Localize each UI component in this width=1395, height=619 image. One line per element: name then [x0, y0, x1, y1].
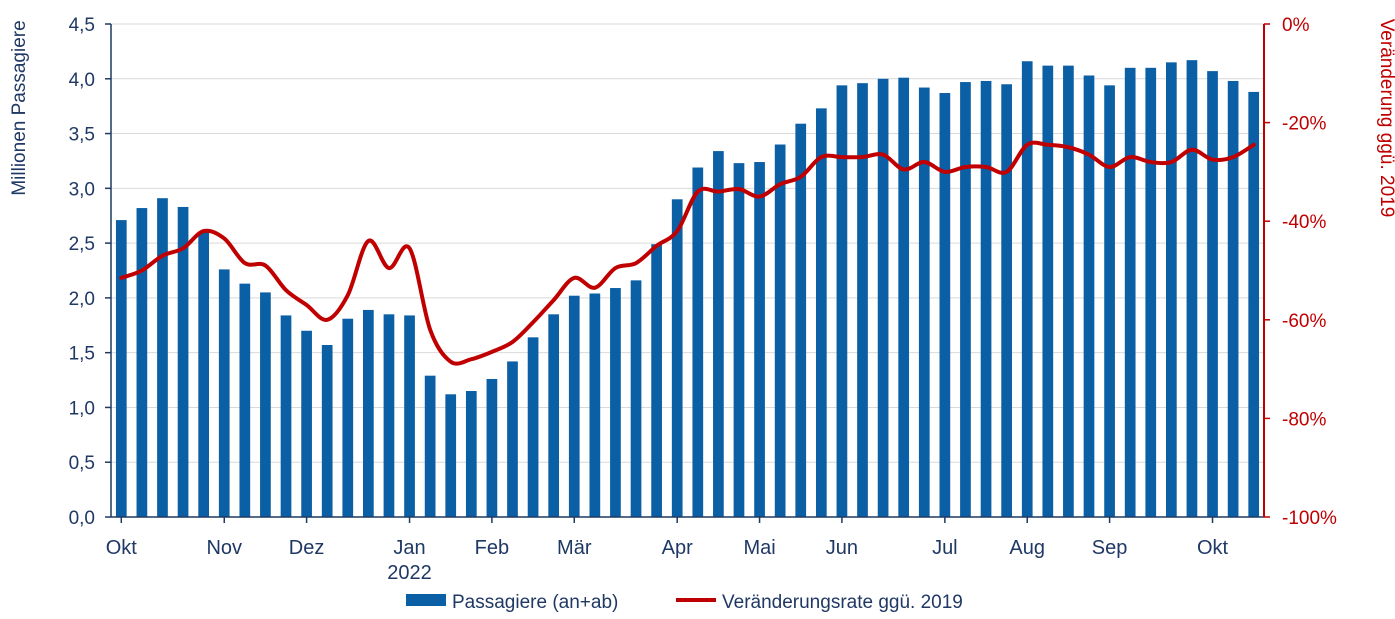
legend-bar-label: Passagiere (an+ab) [452, 592, 618, 613]
bar [507, 361, 518, 517]
x-month-label: Sep [1092, 537, 1128, 559]
bar [527, 337, 539, 517]
bar [115, 220, 127, 518]
bar [918, 87, 930, 517]
x-month-label: Jul [932, 537, 958, 559]
right-tick-label: 0% [1282, 15, 1310, 36]
bar [692, 167, 704, 518]
x-month-label: Feb [475, 537, 509, 559]
bar [280, 315, 292, 517]
bar-series [115, 60, 1260, 518]
left-axis-label: Millionen Passagiere [9, 20, 30, 195]
bar [1124, 67, 1136, 518]
bar [321, 344, 333, 517]
bar [815, 108, 827, 517]
bar [1063, 65, 1074, 518]
bar [857, 83, 868, 517]
change-rate-line [119, 140, 1256, 366]
left-tick-label: 3,5 [69, 125, 95, 146]
right-tick-label: -80% [1282, 409, 1326, 430]
x-year-label: 2022 [387, 562, 432, 584]
bar [568, 295, 580, 517]
legend: Passagiere (an+ab) Veränderungsrate ggü.… [406, 592, 963, 613]
left-tick-label: 4,0 [69, 70, 95, 91]
bar [301, 330, 312, 517]
left-tick-label: 1,5 [69, 344, 95, 365]
bar [157, 198, 168, 517]
bar [795, 123, 807, 517]
right-tick-label: -20% [1282, 114, 1326, 135]
x-month-label: Mai [743, 537, 775, 559]
x-axis-ticks: Okt Nov Dez Jan 2022 Feb Mär Apr Mai Jun Jul Aug Sep… [106, 517, 1229, 584]
left-tick-label: 1,0 [69, 398, 95, 419]
bar [630, 280, 642, 517]
bar [610, 288, 621, 517]
bar [1227, 80, 1239, 518]
bar [1186, 60, 1198, 518]
bar [939, 93, 951, 518]
bar [713, 151, 724, 517]
bar [239, 283, 251, 517]
bar [1207, 71, 1218, 517]
bar [1248, 91, 1260, 518]
left-tick-label: 3,0 [69, 179, 95, 200]
left-tick-label: 2,5 [69, 234, 95, 255]
bar [898, 77, 910, 517]
bar [1083, 75, 1095, 517]
x-month-label: Jan [393, 537, 425, 559]
left-tick-label: 4,5 [69, 15, 95, 36]
x-month-label: Aug [1009, 537, 1045, 559]
bar [960, 82, 971, 517]
bar [260, 292, 271, 517]
bar [218, 269, 230, 517]
bar [342, 318, 354, 517]
right-tick-label: -40% [1282, 212, 1326, 233]
x-month-label: Okt [106, 537, 138, 559]
x-month-label: Jun [826, 537, 858, 559]
left-tick-label: 2,0 [69, 289, 95, 310]
bar [877, 78, 889, 518]
x-month-label: Mär [557, 537, 592, 559]
x-month-label: Okt [1197, 537, 1229, 559]
left-axis-ticks: 0,0 0,5 1,0 1,5 2,0 2,5 3,0 3,5 4,0 4,5 [69, 15, 111, 529]
bar [836, 85, 848, 518]
right-tick-label: -60% [1282, 311, 1326, 332]
bar [404, 315, 415, 517]
x-month-label: Nov [206, 537, 242, 559]
bar [980, 80, 992, 518]
right-tick-label: -100% [1282, 508, 1337, 529]
right-axis-label: Veränderung ggü. 2019 [1376, 19, 1395, 218]
bar [363, 309, 374, 517]
axes [110, 24, 1265, 518]
bar [1145, 67, 1157, 518]
bar [486, 378, 498, 517]
left-tick-label: 0,5 [69, 453, 95, 474]
x-month-label: Apr [662, 537, 693, 559]
bar [1165, 62, 1177, 517]
bar [671, 199, 683, 518]
bar [774, 144, 786, 517]
bar [589, 293, 601, 517]
bar [1001, 84, 1012, 517]
bar [383, 314, 395, 517]
x-month-label: Dez [289, 537, 325, 559]
bar [465, 391, 477, 517]
bar [136, 208, 148, 517]
bar [733, 163, 745, 517]
bar [424, 375, 436, 517]
legend-line-label: Veränderungsrate ggü. 2019 [722, 592, 963, 613]
bar [198, 232, 210, 517]
bar [754, 162, 765, 518]
bar [1042, 65, 1054, 518]
legend-bar-swatch [406, 594, 446, 606]
bar [1104, 85, 1115, 518]
bar [1021, 61, 1033, 517]
bar [548, 314, 560, 517]
left-tick-label: 0,0 [69, 508, 95, 529]
bar [177, 206, 189, 518]
bar [651, 244, 662, 517]
bar [445, 394, 457, 517]
right-axis-ticks: -100% -80% -60% -40% -20% 0% [1264, 15, 1337, 529]
